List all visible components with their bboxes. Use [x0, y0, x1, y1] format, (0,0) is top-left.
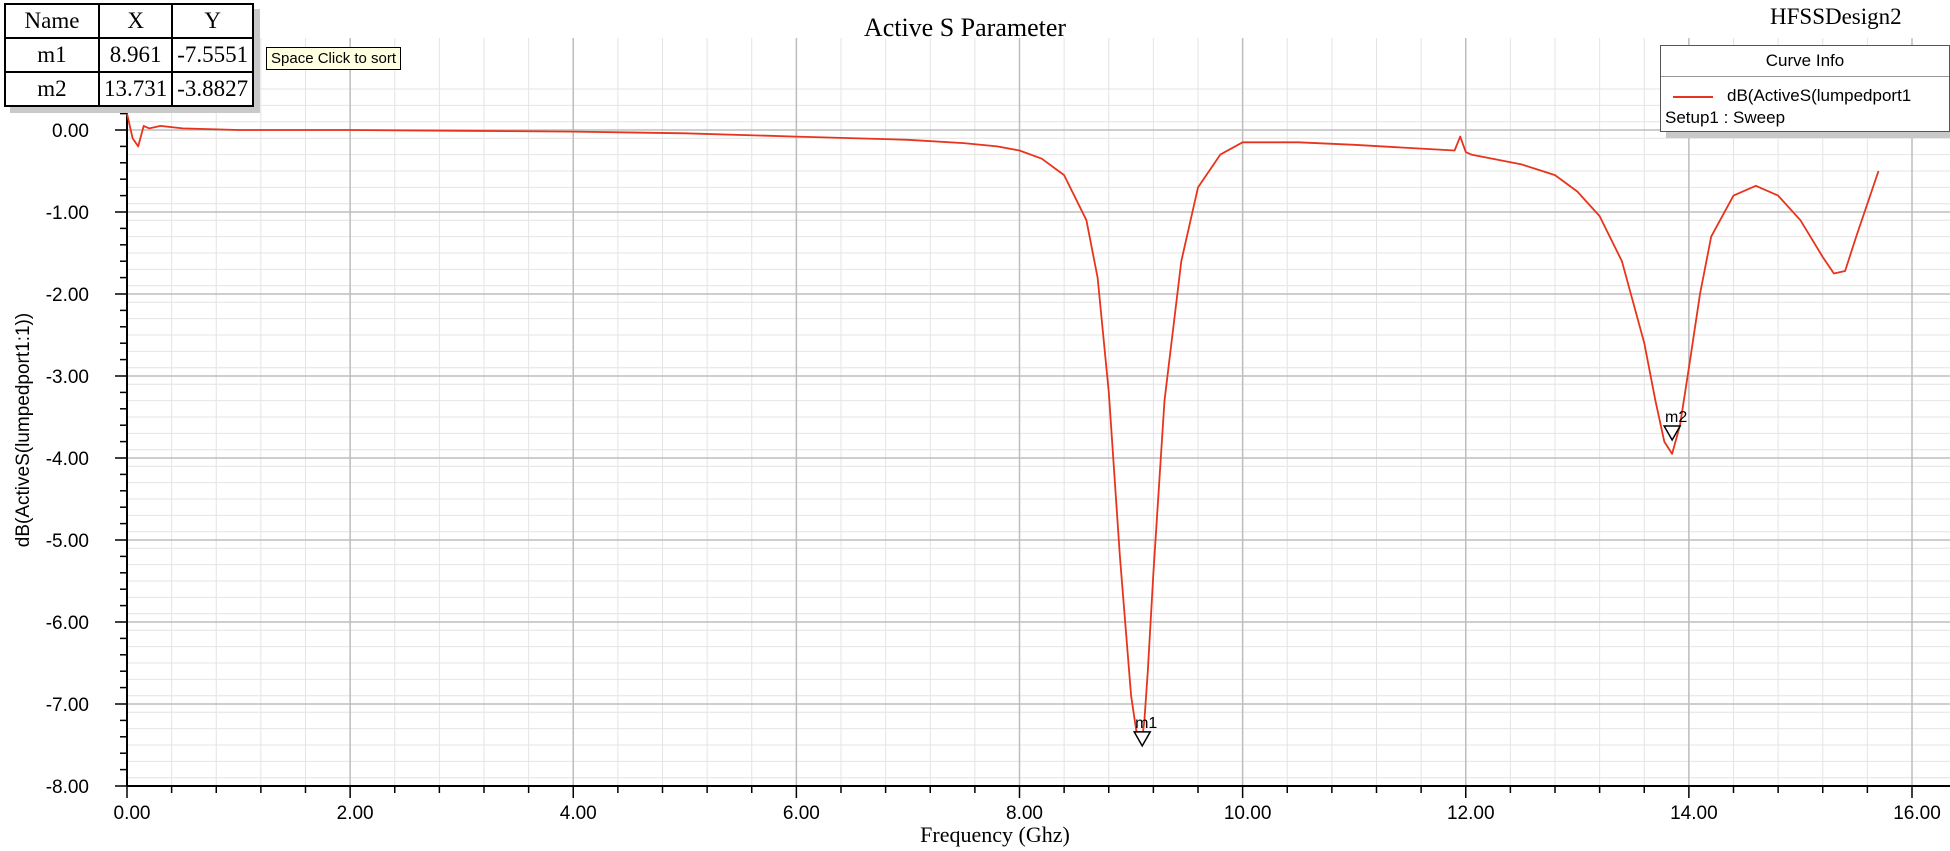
- x-tick-label: 12.00: [1447, 803, 1495, 824]
- y-tick-label: -7.00: [46, 695, 89, 716]
- header-y[interactable]: Y: [171, 3, 255, 39]
- design-name: HFSSDesign2: [1770, 4, 1902, 29]
- x-tick-label: 6.00: [783, 803, 820, 824]
- x-tick-label: 8.00: [1006, 803, 1043, 824]
- marker-y: -3.8827: [171, 71, 255, 107]
- y-tick-label: -2.00: [46, 285, 89, 306]
- marker-y: -7.5551: [171, 37, 255, 73]
- y-tick-label: -4.00: [46, 449, 89, 470]
- x-tick-label: 4.00: [560, 803, 597, 824]
- marker-name: m2: [4, 71, 100, 107]
- y-tick-label: 0.00: [52, 121, 89, 142]
- marker-name: m1: [4, 37, 100, 73]
- legend-curve-label: dB(ActiveS(lumpedport1: [1727, 86, 1912, 105]
- curve-info-legend[interactable]: Curve Info dB(ActiveS(lumpedport1 Setup1…: [1660, 45, 1950, 132]
- y-axis-label: dB(ActiveS(lumpedport1:1)): [13, 313, 34, 547]
- x-tick-label: 14.00: [1670, 803, 1718, 824]
- marker-triangle[interactable]: [1132, 731, 1152, 748]
- legend-swatch: [1673, 95, 1713, 98]
- marker-table[interactable]: Name X Y m1 8.961 -7.5551 m2 13.731 -3.8…: [4, 3, 255, 107]
- markers-layer: m1 m2: [1132, 409, 1687, 748]
- y-tick-label: -3.00: [46, 367, 89, 388]
- y-tick-label: -5.00: [46, 531, 89, 552]
- curve-info-header: Curve Info: [1661, 46, 1949, 77]
- chart-title: Active S Parameter: [864, 13, 1066, 42]
- marker-x: 13.731: [97, 71, 174, 107]
- x-tick-label: 2.00: [337, 803, 374, 824]
- y-tick-label: -8.00: [46, 777, 89, 798]
- marker-label: m2: [1665, 409, 1687, 426]
- table-row[interactable]: m2 13.731 -3.8827: [4, 71, 255, 107]
- x-tick-label: 16.00: [1893, 803, 1941, 824]
- x-axis-label: Frequency (Ghz): [920, 822, 1070, 847]
- table-row[interactable]: m1 8.961 -7.5551: [4, 37, 255, 73]
- x-tick-label: 10.00: [1224, 803, 1272, 824]
- y-tick-label: -6.00: [46, 613, 89, 634]
- header-name[interactable]: Name: [4, 3, 100, 39]
- marker-x: 8.961: [97, 37, 174, 73]
- y-tick-label: -1.00: [46, 203, 89, 224]
- grid: [126, 38, 1950, 787]
- ticks: 0.00 -1.00 -2.00 -3.00 -4.00 -5.00 -6.00 -7.00 -…: [46, 38, 1950, 824]
- x-tick-label: 0.00: [114, 803, 151, 824]
- series-layer: [126, 113, 1880, 742]
- marker-triangle[interactable]: [1662, 425, 1682, 442]
- legend-entry[interactable]: dB(ActiveS(lumpedport1: [1673, 86, 1911, 106]
- sort-tooltip: Space Click to sort: [266, 47, 402, 70]
- header-x[interactable]: X: [97, 3, 174, 39]
- series-line: [126, 113, 1880, 742]
- marker-table-header: Name X Y: [4, 3, 255, 39]
- legend-setup-label: Setup1 : Sweep: [1665, 108, 1786, 127]
- marker-label: m1: [1135, 715, 1157, 732]
